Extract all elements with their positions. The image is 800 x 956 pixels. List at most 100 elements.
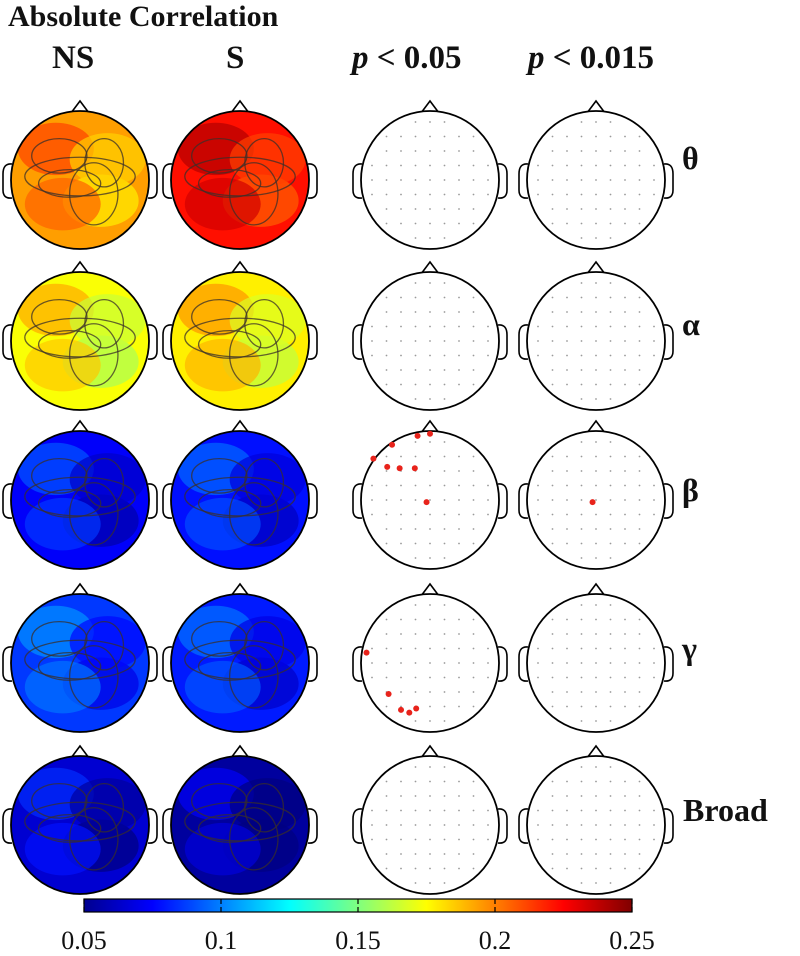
electrode-dot [609,853,612,855]
electrode-dot [537,647,539,650]
electrode-dot [566,513,568,516]
electrode-dot [566,528,568,530]
threshold-text: < 0.05 [368,40,462,76]
electrode-dot [609,164,612,167]
electrode-dot [580,662,583,664]
electrode-dot [414,398,417,400]
electrode-dot [414,882,417,884]
band-label-theta: θ [682,140,699,176]
electrode-dot [443,676,446,679]
electrode-dot [443,179,446,181]
electrode-dot [595,208,597,210]
electrode-dot [595,662,597,664]
contour-line [191,137,248,174]
electrode-dot [566,618,568,621]
electrode-dot [566,809,568,812]
colorbar-tick-label: 0.2 [478,926,512,955]
electrode-dot [429,604,431,606]
electrode-dot [624,311,626,313]
electrode-dot [458,369,460,371]
electrode-dot [537,164,539,167]
electrode-dot [551,853,554,855]
electrode-dot [400,499,402,501]
topomap-ns-alpha [2,260,158,411]
electrode-dot [487,676,489,679]
electrode-dot [638,618,641,621]
electrode-dot [609,179,612,181]
electrode-dot [385,662,388,664]
electrode-dot [580,354,583,357]
electrode-dot [400,340,402,342]
electrode-dot [458,633,460,635]
electrode-dot [624,542,626,545]
electrode-dot [580,369,583,371]
significant-electrode-ft7 [363,649,370,656]
electrode-dot [595,311,597,313]
electrode-dot [653,676,655,679]
electrode-dot [580,691,583,693]
electrode-dot [595,720,597,722]
electrode-dot [400,325,402,328]
electrode-dot [443,150,446,152]
electrode-dot [443,691,446,693]
sigmap-p005-broad [352,744,508,895]
electrode-dot [580,499,583,501]
head-outline [170,430,310,570]
significant-electrode-c1 [589,499,596,506]
electrode-dot [385,838,388,841]
electrode-dot [551,222,554,225]
electrode-dot [458,311,460,313]
electrode-dot [580,441,583,443]
electrode-dot [595,676,597,679]
electrode-dot [429,354,431,357]
electrode-dot [414,237,417,239]
electrode-dot [566,296,568,299]
electrode-dot [458,647,460,650]
colorbar [83,898,633,913]
electrode-dot [638,369,641,371]
electrode-dot [609,647,612,650]
electrode-dot [414,795,417,797]
electrode-dot [443,369,446,371]
electrode-dot [472,676,475,679]
electrode-dot [595,340,597,342]
electrode-dot [472,838,475,841]
topomap-ns-beta [2,419,158,570]
electrode-dot [414,282,417,284]
electrode-dot [385,470,388,472]
electrode-dot [638,179,641,181]
electrode-dot [443,618,446,621]
electrode-dot [551,135,554,138]
electrode-dot [458,150,460,152]
sigmap-p005-beta [352,419,508,570]
electrode-dot [580,383,583,386]
electrode-dot [429,296,431,299]
electrode-dot [472,222,475,225]
left-ear-outline [2,646,13,682]
electrode-dot [429,455,431,458]
electrode-dot [472,691,475,693]
electrode-dot [551,528,554,530]
electrode-dot [472,542,475,545]
contour-line [229,482,279,546]
electrode-dot [609,441,612,443]
sigmap-p0015-theta [518,99,674,250]
electrode-dot [414,542,417,545]
left-ear-outline [162,483,173,519]
electrode-dot [566,853,568,855]
electrode-dot [385,499,388,501]
electrode-dot [624,179,626,181]
electrode-dot [385,542,388,545]
electrode-dot [580,824,583,826]
electrode-dot [458,853,460,855]
electrode-dot [472,193,475,196]
sigmap-p0015-gamma [518,582,674,733]
electrode-dot [487,193,489,196]
electrode-dot [472,369,475,371]
electrode-dot [580,867,583,870]
head-outline [170,755,310,895]
electrode-dot [537,824,539,826]
head-outline [10,593,150,733]
topomap-s-gamma [162,582,318,733]
electrode-dot [472,484,475,487]
